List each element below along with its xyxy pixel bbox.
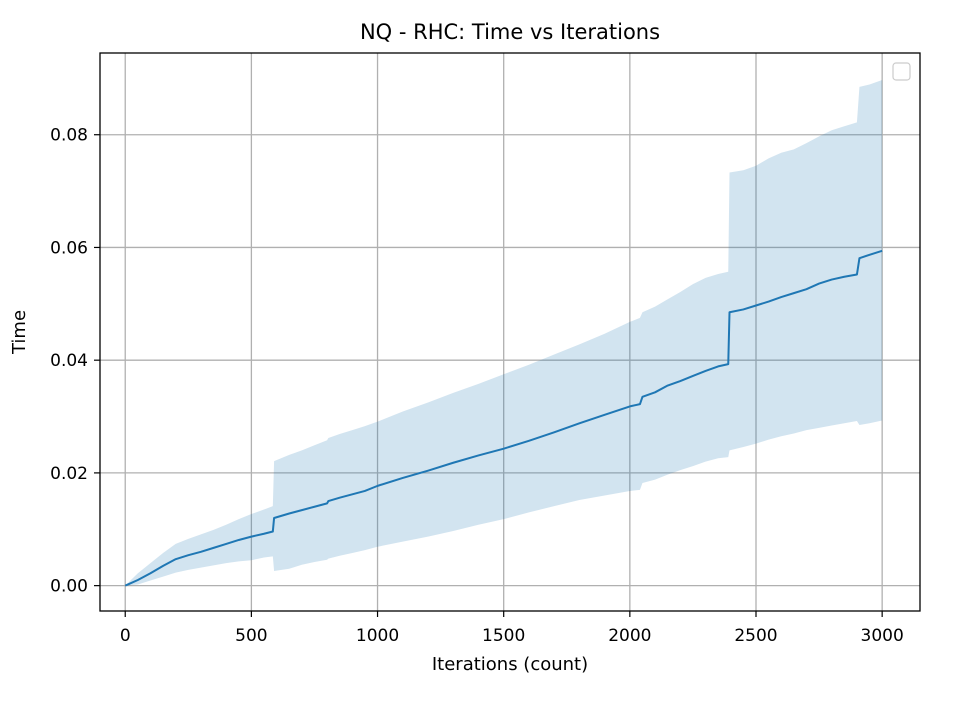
plot-frame	[99, 52, 921, 612]
confidence-band	[125, 80, 883, 586]
x-axis: 0 500 1000 1500 2000 2500 3000	[120, 611, 904, 646]
x-tick-label: 0	[120, 626, 131, 646]
y-tick-label: 0.04	[50, 351, 88, 371]
x-tick-label: 500	[235, 626, 267, 646]
grid	[100, 53, 920, 611]
y-tick-label: 0.00	[50, 577, 88, 597]
x-tick-label: 1500	[482, 626, 525, 646]
x-axis-title: Iterations (count)	[432, 654, 588, 675]
y-tick-label: 0.08	[50, 126, 88, 146]
y-axis-title: Time	[9, 310, 30, 355]
legend-box	[892, 62, 911, 81]
x-tick-label: 3000	[861, 626, 904, 646]
x-tick-label: 1000	[356, 626, 399, 646]
y-tick-label: 0.02	[50, 464, 88, 484]
x-tick-label: 2500	[734, 626, 777, 646]
x-tick-label: 2000	[608, 626, 651, 646]
y-axis: 0.00 0.02 0.04 0.06 0.08	[50, 126, 100, 597]
y-tick-label: 0.06	[50, 238, 88, 258]
mean-line-series	[124, 249, 883, 587]
chart-title: NQ - RHC: Time vs Iterations	[360, 20, 660, 44]
